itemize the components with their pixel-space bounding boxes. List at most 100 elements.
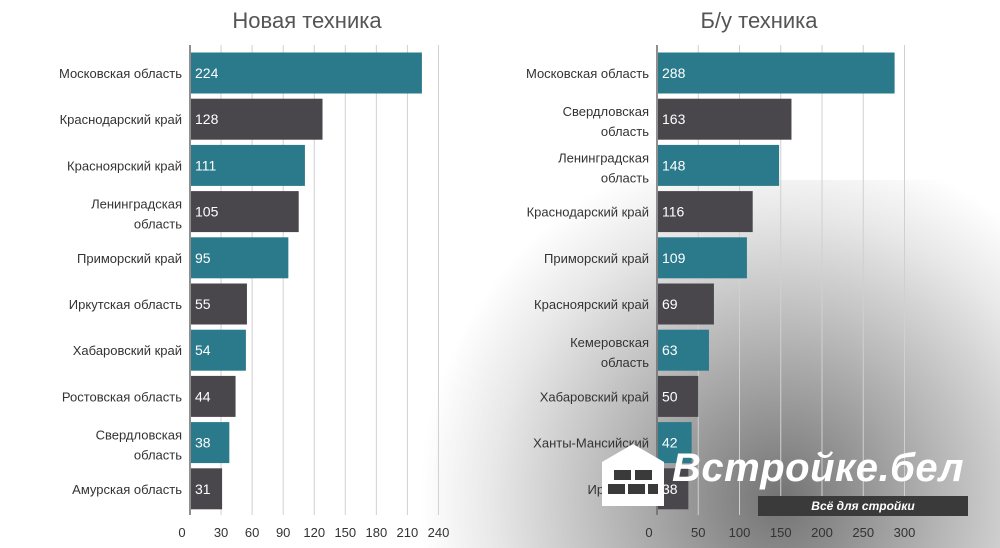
category-label-line: Ростовская область — [62, 389, 182, 404]
category-label-line: область — [134, 448, 182, 463]
category-label-line: Свердловская — [96, 428, 182, 443]
bar-value-label: 63 — [662, 342, 678, 358]
category-label-line: область — [601, 355, 649, 370]
category-label: Ленинградская область — [558, 150, 649, 185]
category-label: Краснодарский край — [527, 205, 649, 220]
category-label: Ростовская область — [62, 389, 182, 404]
bar-value-label: 31 — [195, 481, 211, 497]
category-label: Амурская область — [72, 482, 182, 497]
category-label: Ханты-Мансийский — [533, 436, 649, 451]
category-label-line: Кемеровская — [570, 335, 649, 350]
bar — [191, 98, 323, 140]
category-label-line: Хабаровский край — [540, 389, 649, 404]
category-label-line: Приморский край — [77, 251, 182, 266]
bar — [191, 468, 223, 510]
bar — [658, 52, 895, 94]
bar — [658, 375, 699, 417]
x-tick-label: 250 — [852, 525, 874, 540]
bar-value-label: 111 — [195, 157, 216, 173]
x-tick-label: 210 — [397, 525, 419, 540]
watermark-logo: Встройке.бел Всё для стройки — [598, 440, 978, 530]
x-tick-label: 0 — [178, 525, 185, 540]
x-tick-label: 150 — [770, 525, 792, 540]
bar — [658, 144, 780, 186]
bar-value-label: 288 — [662, 65, 686, 81]
category-label: Хабаровский край — [73, 343, 182, 358]
category-label-line: Ханты-Мансийский — [533, 436, 649, 451]
x-tick-label: 240 — [428, 525, 450, 540]
bar-value-label: 50 — [662, 388, 678, 404]
chart-title: Б/у техника — [700, 8, 818, 33]
bar-value-label: 38 — [662, 481, 678, 497]
bar-value-label: 163 — [662, 111, 686, 127]
category-label: Приморский край — [77, 251, 182, 266]
category-label: Иркутская область — [69, 297, 182, 312]
category-label-line: Краснодарский край — [527, 205, 649, 220]
chart-used-equipment: Б/у техника 288 Московская область 163 Сверд… — [526, 8, 915, 540]
chart-new-equipment: Новая техника 224 Московская область 128 Кра… — [59, 8, 449, 540]
category-label-line: Иркутская область — [69, 297, 182, 312]
category-label-line: Приморский край — [544, 251, 649, 266]
x-tick-label: 60 — [245, 525, 259, 540]
watermark-slogan: Всё для стройки — [758, 496, 968, 516]
x-tick-label: 30 — [214, 525, 228, 540]
bar — [658, 283, 714, 325]
category-label: Московская область — [526, 66, 649, 81]
category-label-line: область — [601, 124, 649, 139]
category-label-line: Красноярский край — [534, 297, 649, 312]
bar — [658, 191, 753, 233]
x-tick-label: 50 — [691, 525, 705, 540]
x-tick-label: 0 — [645, 525, 652, 540]
bar-value-label: 54 — [195, 342, 211, 358]
bar-value-label: 116 — [662, 204, 685, 220]
x-tick-label: 300 — [894, 525, 916, 540]
category-label: Московская область — [59, 66, 182, 81]
category-label: Красноярский край — [534, 297, 649, 312]
x-tick-label: 100 — [729, 525, 751, 540]
category-label: Приморский край — [544, 251, 649, 266]
bar — [191, 52, 422, 94]
category-label: Ленинградская область — [91, 197, 182, 232]
category-label-line: Ленинградская — [91, 197, 182, 212]
bar — [191, 422, 230, 464]
category-label-line: Свердловская — [563, 104, 649, 119]
bar — [191, 375, 236, 417]
category-label-line: Краснодарский край — [60, 112, 182, 127]
x-tick-label: 120 — [303, 525, 325, 540]
bar-value-label: 128 — [195, 111, 219, 127]
bar — [191, 144, 305, 186]
bar — [658, 98, 792, 140]
category-label-line: область — [601, 170, 649, 185]
bar — [658, 422, 692, 464]
watermark-title: Встройке.бел — [672, 446, 965, 490]
bar — [191, 237, 289, 279]
x-tick-label: 180 — [366, 525, 388, 540]
category-label: Кемеровская область — [570, 335, 649, 370]
bar — [191, 191, 299, 233]
bar — [658, 329, 709, 371]
bar-value-label: 55 — [195, 296, 211, 312]
category-label-line: Московская область — [526, 66, 649, 81]
category-label-line: область — [134, 217, 182, 232]
bar-value-label: 69 — [662, 296, 678, 312]
category-label-line: Ленинградская — [558, 150, 649, 165]
bar-value-label: 224 — [195, 65, 219, 81]
bar — [191, 283, 247, 325]
bar-value-label: 109 — [662, 250, 686, 266]
x-tick-label: 90 — [276, 525, 290, 540]
category-label: Свердловская область — [563, 104, 650, 139]
category-label: Краснодарский край — [60, 112, 182, 127]
bar-value-label: 38 — [195, 435, 211, 451]
bar-value-label: 44 — [195, 388, 211, 404]
brick-house-icon — [602, 444, 664, 506]
x-tick-label: 150 — [334, 525, 356, 540]
chart-title: Новая техника — [232, 8, 382, 33]
x-tick-label: 200 — [811, 525, 833, 540]
bar-value-label: 95 — [195, 250, 211, 266]
bar — [658, 237, 747, 279]
bar-value-label: 42 — [662, 435, 678, 451]
bar — [191, 329, 246, 371]
category-label-line: Хабаровский край — [73, 343, 182, 358]
category-label-line: Амурская область — [72, 482, 182, 497]
